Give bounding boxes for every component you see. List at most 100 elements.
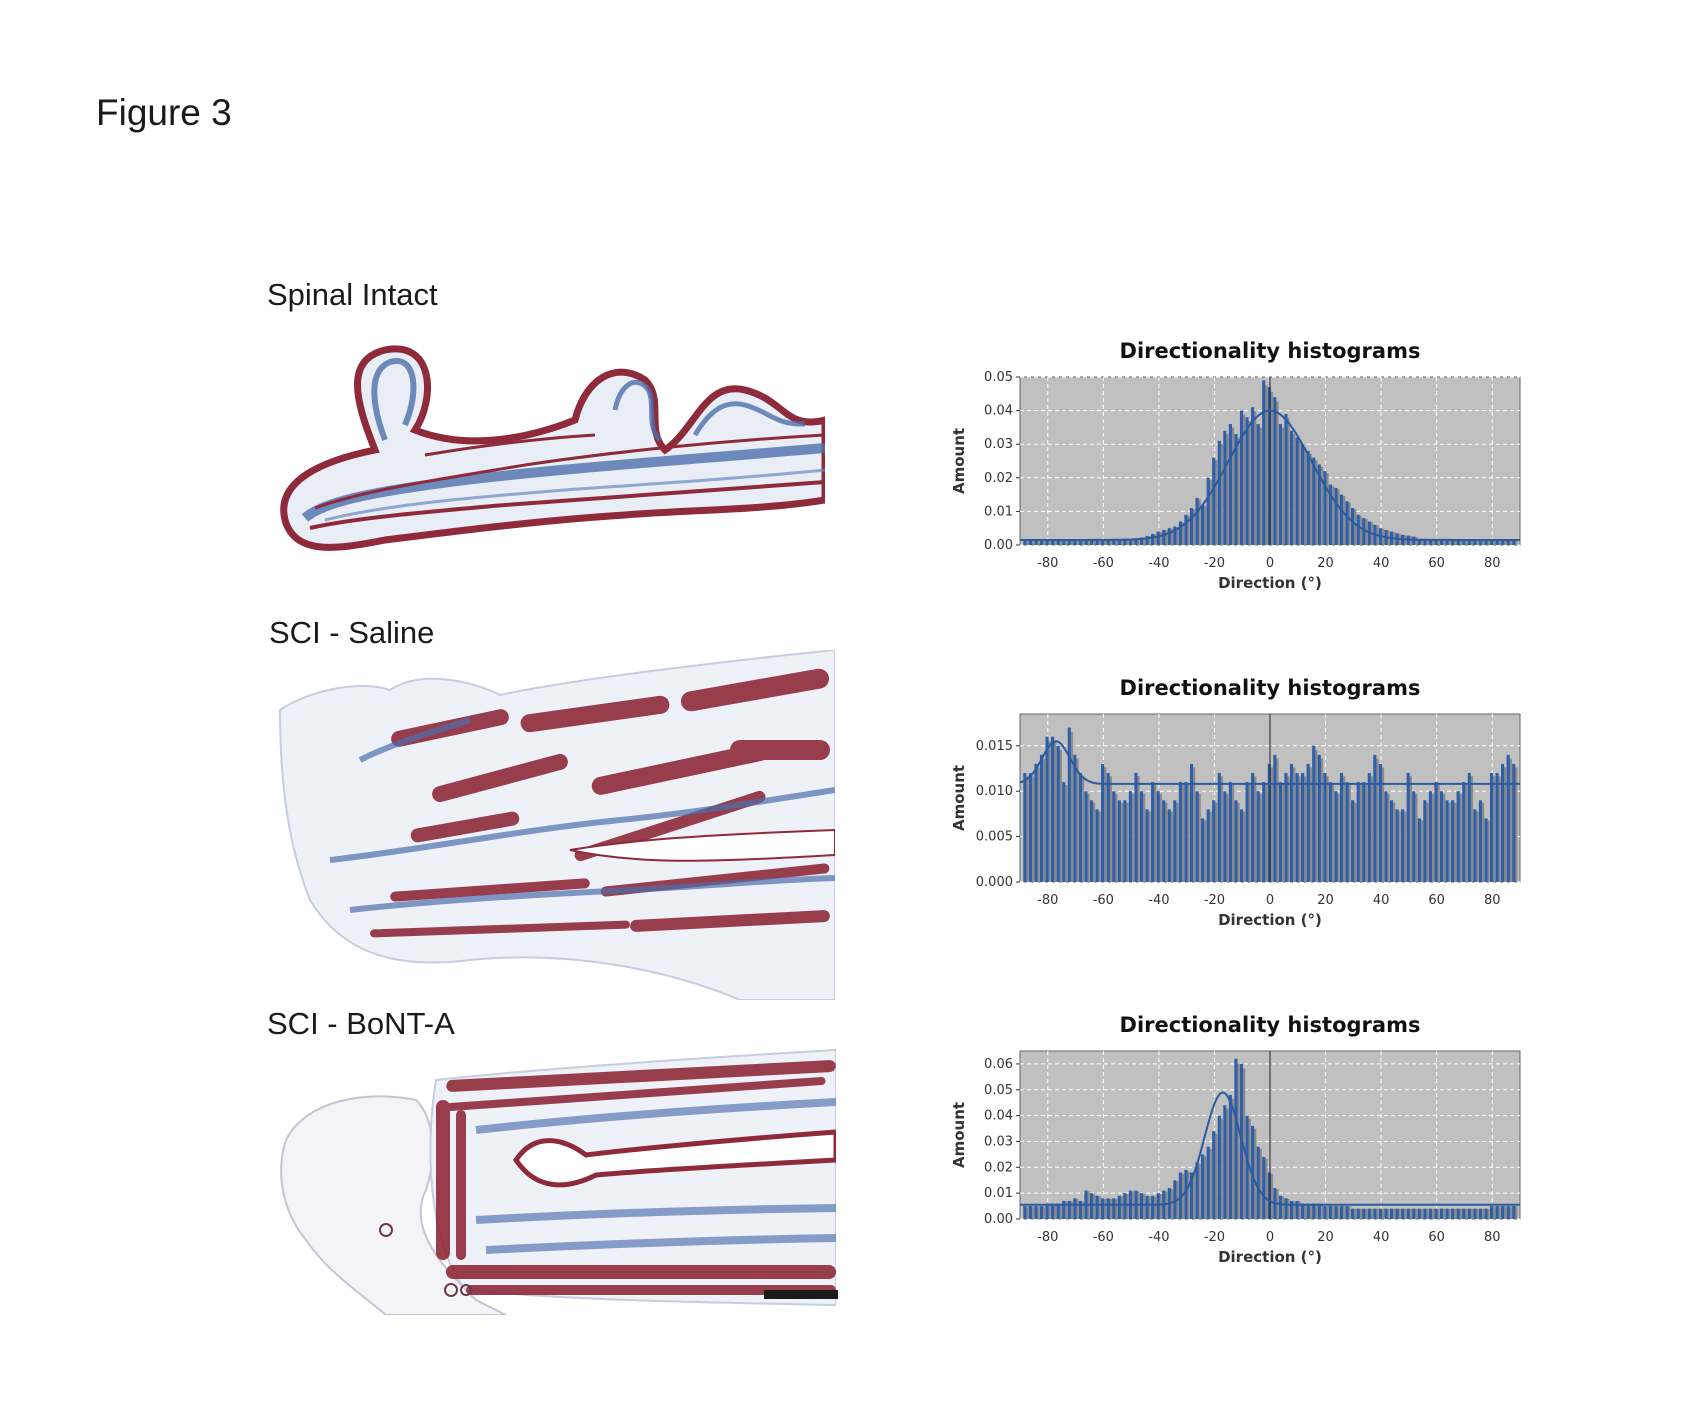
bar bbox=[1173, 800, 1177, 882]
bar-shadow bbox=[1425, 802, 1429, 882]
bar-shadow bbox=[1469, 776, 1474, 882]
bar-shadow bbox=[1397, 1208, 1401, 1219]
bar-shadow bbox=[1275, 401, 1279, 545]
bar bbox=[1062, 539, 1066, 545]
bar-shadow bbox=[1403, 1208, 1407, 1219]
bar-shadow bbox=[1053, 741, 1057, 882]
bar bbox=[1428, 1208, 1432, 1219]
bar-shadow bbox=[1097, 1196, 1101, 1219]
bar bbox=[1134, 773, 1138, 882]
bar bbox=[1023, 539, 1027, 545]
bar-shadow bbox=[1264, 785, 1268, 882]
bar-shadow bbox=[1186, 1171, 1190, 1219]
bar bbox=[1489, 539, 1494, 545]
bar-shadow bbox=[1481, 540, 1485, 545]
bar bbox=[1289, 430, 1294, 545]
bar bbox=[1112, 1198, 1116, 1219]
bar-shadow bbox=[1031, 776, 1035, 882]
y-tick-label: 0.03 bbox=[984, 1134, 1013, 1149]
bar-shadow bbox=[1092, 802, 1096, 882]
bar-shadow bbox=[1308, 1203, 1312, 1219]
bar-shadow bbox=[1231, 427, 1235, 545]
bar bbox=[1445, 539, 1449, 545]
y-tick-label: 0.00 bbox=[984, 538, 1013, 553]
bar-shadow bbox=[1281, 785, 1285, 882]
bar bbox=[1328, 1206, 1332, 1219]
y-tick-label: 0.005 bbox=[976, 830, 1013, 845]
bar bbox=[1295, 1200, 1299, 1219]
bar-shadow bbox=[1497, 776, 1501, 882]
bar-shadow bbox=[1219, 443, 1224, 545]
bar bbox=[1178, 521, 1182, 545]
bar bbox=[1101, 539, 1105, 545]
bar bbox=[1156, 531, 1160, 545]
bar-shadow bbox=[1031, 540, 1035, 545]
bar-shadow bbox=[1508, 540, 1512, 545]
bar-shadow bbox=[1119, 540, 1124, 545]
bar-shadow bbox=[1119, 802, 1124, 882]
bar bbox=[1328, 484, 1332, 545]
bar-shadow bbox=[1275, 758, 1279, 882]
bar-shadow bbox=[1042, 758, 1046, 882]
bar-shadow bbox=[1431, 540, 1435, 545]
bar bbox=[1028, 539, 1032, 545]
bar bbox=[1123, 539, 1127, 545]
bar-shadow bbox=[1258, 427, 1262, 545]
bar-shadow bbox=[1208, 1148, 1212, 1219]
histology-image-sci-bont-a bbox=[266, 1040, 836, 1315]
bar bbox=[1473, 539, 1477, 545]
bar-shadow bbox=[1114, 540, 1118, 545]
bar bbox=[1206, 809, 1210, 882]
bar bbox=[1045, 539, 1049, 545]
bar-shadow bbox=[1486, 820, 1490, 882]
bar bbox=[1467, 539, 1471, 545]
bar bbox=[1384, 791, 1388, 882]
bar bbox=[1373, 1208, 1377, 1219]
bar-shadow bbox=[1342, 1206, 1346, 1219]
bar bbox=[1189, 508, 1194, 545]
bar-shadow bbox=[1431, 1208, 1435, 1219]
bar-shadow bbox=[1514, 1206, 1518, 1219]
bar bbox=[1139, 791, 1144, 882]
bar-shadow bbox=[1069, 732, 1074, 882]
bar bbox=[1223, 430, 1227, 545]
bar-shadow bbox=[1336, 1206, 1340, 1219]
bar bbox=[1056, 1203, 1060, 1219]
bar bbox=[1362, 518, 1366, 545]
bar-shadow bbox=[1319, 1203, 1324, 1219]
bar-shadow bbox=[1242, 811, 1246, 882]
bar-shadow bbox=[1208, 811, 1212, 882]
bar bbox=[1423, 800, 1427, 882]
bar bbox=[1251, 773, 1255, 882]
bar-shadow bbox=[1053, 1203, 1057, 1219]
bar-shadow bbox=[1442, 1208, 1446, 1219]
bar bbox=[1439, 791, 1444, 882]
bar bbox=[1234, 1058, 1238, 1219]
bar-shadow bbox=[1453, 802, 1457, 882]
bar bbox=[1245, 782, 1249, 882]
bar-shadow bbox=[1508, 758, 1512, 882]
bar bbox=[1506, 1206, 1510, 1219]
bar-shadow bbox=[1075, 758, 1079, 882]
bar bbox=[1284, 773, 1288, 882]
bar-shadow bbox=[1036, 1206, 1040, 1219]
bar-shadow bbox=[1108, 540, 1112, 545]
bar-shadow bbox=[1164, 1191, 1168, 1219]
bar bbox=[1128, 791, 1132, 882]
bar bbox=[1034, 763, 1038, 882]
bar-shadow bbox=[1347, 785, 1351, 882]
bar bbox=[1323, 773, 1327, 882]
bar bbox=[1462, 539, 1466, 545]
bar bbox=[1212, 1131, 1216, 1219]
bar-shadow bbox=[1258, 1148, 1262, 1219]
bar-shadow bbox=[1458, 793, 1462, 882]
bar-shadow bbox=[1436, 785, 1440, 882]
bar-shadow bbox=[1253, 411, 1257, 545]
bar-shadow bbox=[1075, 1198, 1079, 1219]
bar bbox=[1256, 791, 1260, 882]
bar bbox=[1156, 791, 1160, 882]
bar bbox=[1417, 1208, 1421, 1219]
bar-shadow bbox=[1281, 427, 1285, 545]
bar bbox=[1312, 1203, 1316, 1219]
bar bbox=[1434, 539, 1438, 545]
